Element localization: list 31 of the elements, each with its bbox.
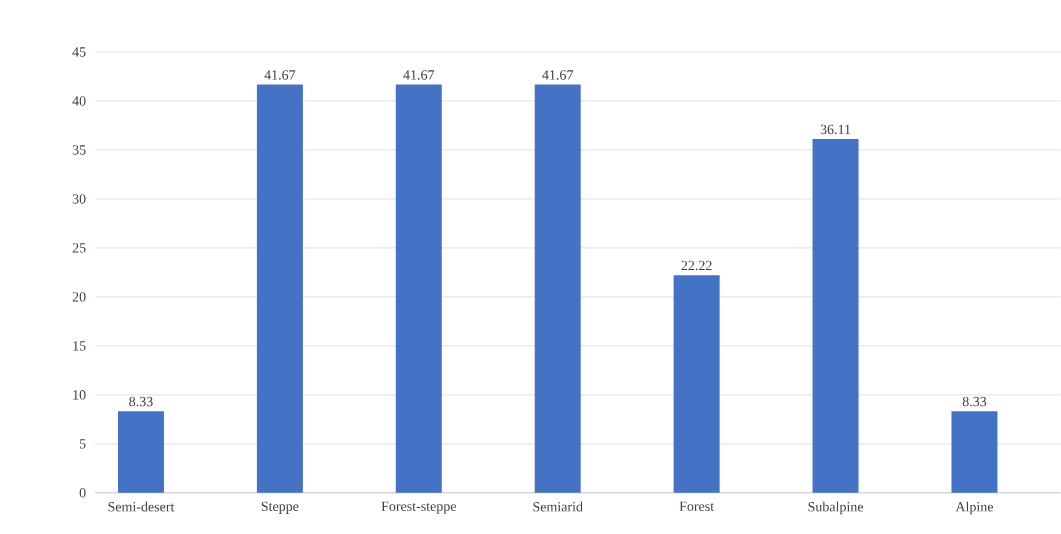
x-tick-label: Forest [679,501,715,512]
bar [534,84,581,493]
y-tick-label: 20 [72,292,86,302]
y-tick-label: 40 [72,96,86,106]
bar [256,84,303,493]
data-label: 8.33 [129,396,153,407]
data-label: 22.22 [681,260,712,271]
bar [117,411,164,493]
y-tick-label: 15 [73,341,86,351]
y-tick-label: 5 [79,439,86,449]
bar [951,411,998,493]
data-label: 41.67 [264,70,296,80]
bar [673,275,720,493]
x-tick-label: Alpine [955,501,994,515]
y-tick-label: 0 [79,488,86,498]
y-tick-label: 10 [73,390,86,400]
x-tick-label: Subalpine [808,501,864,515]
data-label: 8.33 [962,396,987,407]
bar [812,139,859,493]
x-tick-label: Steppe [261,501,299,515]
x-tick-label: Semi-desert [108,501,175,512]
data-label: 36.11 [820,124,851,135]
y-tick-label: 30 [72,194,86,204]
y-tick-label: 25 [72,243,86,253]
data-label: 41.67 [403,70,435,80]
bar [395,84,442,493]
data-label: 41.67 [542,70,574,80]
y-tick-label: 35 [72,145,86,155]
x-tick-label: Forest-steppe [381,501,457,514]
x-tick-label: Semiarid [533,501,583,512]
y-tick-label: 45 [72,47,86,57]
